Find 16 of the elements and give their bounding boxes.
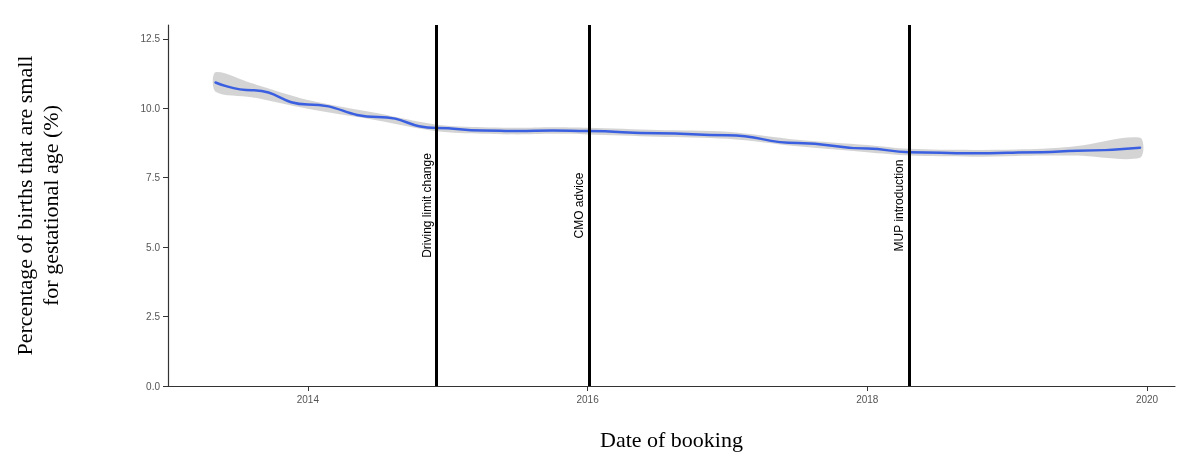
y-tick-label: 0.0	[146, 380, 161, 392]
y-tick-label: 2.5	[146, 311, 161, 323]
y-axis-title: Percentage of births that are small for gestational age (%)	[11, 55, 63, 356]
x-tick-label: 2020	[1135, 393, 1159, 405]
ref-line-label: CMO advice	[571, 172, 586, 239]
y-tick-label: 7.5	[146, 172, 161, 184]
x-tick-label: 2018	[856, 393, 879, 405]
ref-line-label: Driving limit change	[419, 152, 434, 258]
y-tick-label: 5.0	[146, 241, 161, 253]
y-tick-label: 12.5	[140, 33, 161, 45]
y-tick-label: 10.0	[140, 102, 161, 114]
x-axis-title: Date of booking	[600, 426, 743, 452]
ref-line-label: MUP introduction	[892, 159, 907, 252]
line-series	[214, 81, 1142, 155]
x-tick-label: 2014	[296, 393, 320, 405]
x-tick-label: 2016	[576, 393, 600, 405]
